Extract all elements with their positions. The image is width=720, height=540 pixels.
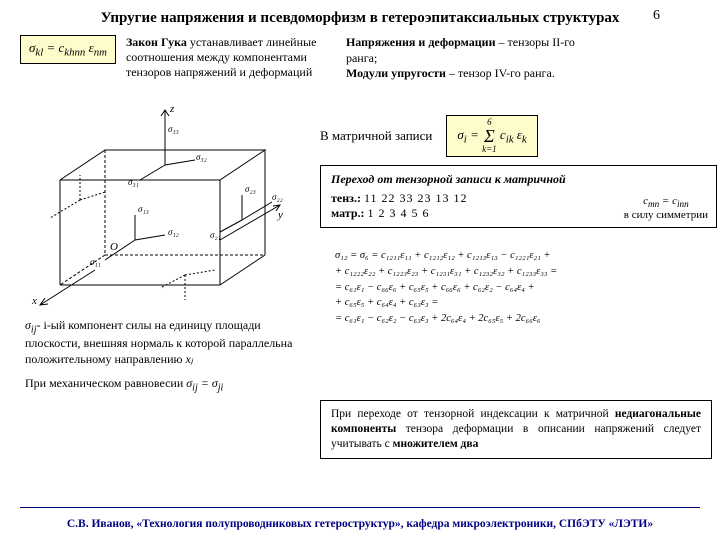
tensor-rank-text: Напряжения и деформации – тензоры II-го … xyxy=(346,35,606,82)
page-number: 6 xyxy=(653,8,660,24)
top-row: σkl = ckhnn εnm Закон Гука устанавливает… xyxy=(20,35,700,82)
note-t1: При переходе от тензорной индексации к м… xyxy=(331,408,615,420)
hooke-formula-box: σkl = ckhnn εnm xyxy=(20,35,116,64)
transition-title: Переход от тензорной записи к матричной xyxy=(331,172,706,187)
origin-label: O xyxy=(110,241,118,253)
axis-y-label: y xyxy=(277,209,283,221)
s23-label: σ₂₃ xyxy=(245,184,256,194)
equilibrium-text: При механическом равновесии xyxy=(25,376,186,390)
symmetry-text: в силу симметрии xyxy=(624,209,708,221)
tenz-values: 11 22 33 23 13 12 xyxy=(364,191,468,205)
footer-divider xyxy=(20,507,700,508)
transition-box: Переход от тензорной записи к матричной … xyxy=(320,165,717,228)
symmetry-note: cmn = cinn в силу симметрии xyxy=(624,195,708,221)
hooke-text: Закон Гука устанавливает линейные соотно… xyxy=(126,35,336,80)
sigma-def-text: - i-ый компонент силы на единицу площади… xyxy=(25,318,292,366)
hooke-formula: σkl = ckhnn εnm xyxy=(29,40,107,55)
matr-label: матр.: xyxy=(331,206,365,220)
note-box: При переходе от тензорной индексации к м… xyxy=(320,400,712,459)
axis-z-label: z xyxy=(169,103,175,115)
s11-label: σ₁₁ xyxy=(90,257,101,267)
matr-values: 1 2 3 4 5 6 xyxy=(368,206,430,220)
s32-label: σ₃₂ xyxy=(196,152,207,162)
equilibrium-line: При механическом равновесии σij = σji xyxy=(25,376,310,394)
matrix-notation-row: В матричной записи σi = 6Σk=1 cik εk xyxy=(320,115,538,157)
page-title: Упругие напряжения и псевдоморфизм в гет… xyxy=(0,0,720,27)
matrix-formula-box: σi = 6Σk=1 cik εk xyxy=(446,115,537,157)
xj-sub: xⱼ xyxy=(185,352,192,366)
stress-cube-diagram: z y x O σ₃₃ σ₃₂ σ₃₁ σ₂₂ σ₂₃ σ₂₁ σ₁₁ σ₁₃ … xyxy=(20,100,290,310)
s22-label: σ₂₂ xyxy=(272,192,283,202)
hooke-bold: Закон Гука xyxy=(126,35,187,49)
tensor-l2a: Модули упругости xyxy=(346,66,446,80)
sigma-definition: σij- i-ый компонент силы на единицу площ… xyxy=(25,318,310,394)
tenz-label: тенз.: xyxy=(331,191,361,205)
s12-label: σ₁₂ xyxy=(168,227,179,237)
tensor-l1a: Напряжения и деформации xyxy=(346,35,496,49)
axis-x-label: x xyxy=(31,295,37,307)
matrix-label: В матричной записи xyxy=(320,128,432,144)
s13-label: σ₁₃ xyxy=(138,204,149,214)
s31-label: σ₃₁ xyxy=(128,177,139,187)
s21-label: σ₂₁ xyxy=(210,230,221,240)
footer-text: С.В. Иванов, «Технология полупроводников… xyxy=(0,518,720,530)
sigma12-expansion: σ₁₂ = σ₆ = c₁₂₁₁ε₁₁ + c₁₂₁₂ε₁₂ + c₁₂₁₃ε₁… xyxy=(335,248,705,327)
s33-label: σ₃₃ xyxy=(168,124,179,134)
tensor-l2b: – тензор IV-го ранга. xyxy=(446,66,555,80)
note-b2: множителем два xyxy=(393,438,479,450)
